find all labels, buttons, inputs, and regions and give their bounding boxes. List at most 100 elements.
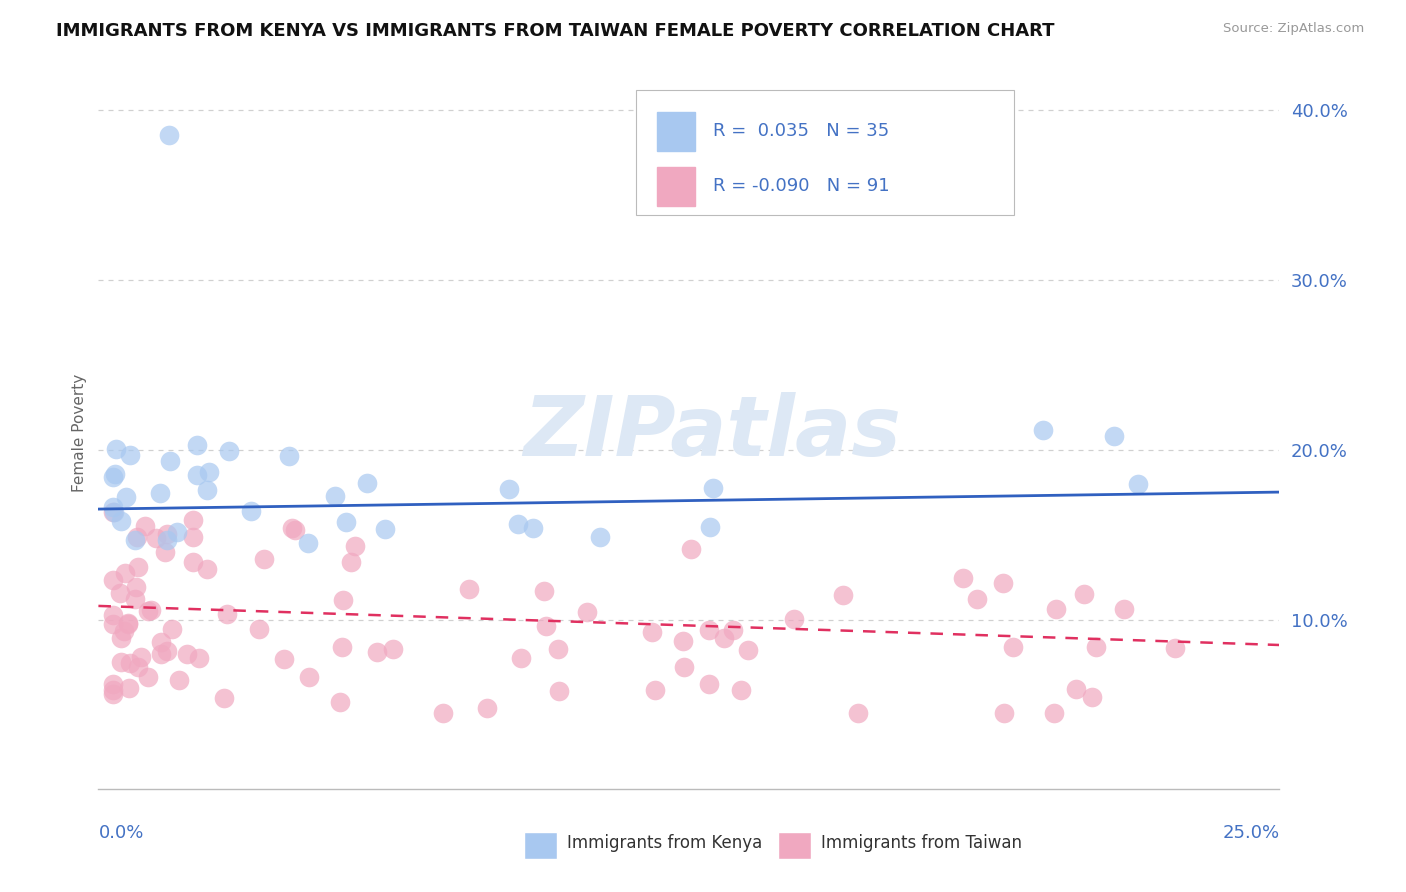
Point — [125, 580, 148, 594]
Point — [110, 632, 132, 646]
Point — [1002, 640, 1025, 654]
Point — [340, 555, 363, 569]
Point — [332, 593, 354, 607]
Point — [737, 642, 759, 657]
Text: 25.0%: 25.0% — [1222, 823, 1279, 842]
Point — [166, 524, 188, 539]
Point — [323, 489, 346, 503]
Point — [127, 560, 149, 574]
Point — [1064, 682, 1087, 697]
Point — [145, 531, 167, 545]
Text: 0.0%: 0.0% — [98, 823, 143, 842]
Point — [366, 645, 388, 659]
Point — [139, 603, 162, 617]
Point — [101, 573, 124, 587]
Point — [723, 623, 745, 637]
Point — [195, 483, 218, 498]
Text: Immigrants from Taiwan: Immigrants from Taiwan — [821, 834, 1022, 852]
Point — [533, 584, 555, 599]
Point — [1045, 602, 1067, 616]
Point — [1114, 602, 1136, 616]
Point — [284, 523, 307, 537]
Point — [118, 681, 141, 696]
Point — [195, 562, 218, 576]
Point — [118, 449, 141, 463]
Point — [846, 706, 869, 720]
Point — [127, 660, 149, 674]
Point — [117, 615, 139, 630]
Point — [1126, 477, 1149, 491]
FancyBboxPatch shape — [657, 112, 695, 151]
Point — [697, 677, 720, 691]
Point — [101, 607, 124, 622]
Point — [115, 490, 138, 504]
Point — [679, 542, 702, 557]
Point — [198, 465, 221, 479]
Point — [114, 566, 136, 580]
Point — [477, 700, 499, 714]
Point — [1043, 706, 1066, 720]
Point — [149, 647, 172, 661]
Point — [699, 520, 721, 534]
Text: IMMIGRANTS FROM KENYA VS IMMIGRANTS FROM TAIWAN FEMALE POVERTY CORRELATION CHART: IMMIGRANTS FROM KENYA VS IMMIGRANTS FROM… — [56, 22, 1054, 40]
Point — [118, 656, 141, 670]
Point — [160, 622, 183, 636]
Point — [104, 467, 127, 481]
Point — [105, 442, 128, 457]
Point — [159, 454, 181, 468]
Point — [181, 530, 204, 544]
Point — [506, 517, 529, 532]
Point — [329, 695, 352, 709]
Point — [1084, 640, 1107, 654]
Point — [117, 616, 139, 631]
Point — [176, 647, 198, 661]
Point — [498, 482, 520, 496]
Point — [993, 706, 1015, 720]
Point — [101, 505, 124, 519]
Point — [641, 625, 664, 640]
Point — [382, 642, 405, 657]
Point — [952, 571, 974, 585]
FancyBboxPatch shape — [778, 831, 811, 859]
Text: ZIPatlas: ZIPatlas — [523, 392, 901, 473]
Point — [186, 437, 208, 451]
Point — [218, 443, 240, 458]
Point — [298, 670, 321, 684]
FancyBboxPatch shape — [523, 831, 557, 859]
Point — [281, 521, 304, 535]
Point — [547, 642, 569, 657]
Point — [1081, 690, 1104, 705]
Text: R =  0.035   N = 35: R = 0.035 N = 35 — [713, 122, 889, 140]
Point — [356, 476, 378, 491]
Point — [278, 450, 301, 464]
Point — [124, 591, 146, 606]
FancyBboxPatch shape — [636, 90, 1014, 215]
Point — [1073, 587, 1095, 601]
Point — [253, 552, 276, 566]
Point — [831, 588, 853, 602]
Point — [966, 591, 988, 606]
Point — [187, 650, 209, 665]
Point — [157, 128, 180, 143]
Point — [247, 622, 270, 636]
Point — [101, 470, 124, 484]
Point — [110, 655, 132, 669]
Point — [186, 467, 208, 482]
Point — [713, 631, 735, 645]
Text: R = -0.090   N = 91: R = -0.090 N = 91 — [713, 178, 889, 195]
Point — [730, 682, 752, 697]
Point — [134, 519, 156, 533]
Point — [343, 539, 366, 553]
Text: Source: ZipAtlas.com: Source: ZipAtlas.com — [1223, 22, 1364, 36]
Point — [589, 530, 612, 544]
Point — [991, 576, 1014, 591]
Point — [273, 652, 295, 666]
Point — [215, 607, 238, 621]
Point — [432, 706, 454, 720]
Point — [155, 527, 177, 541]
Point — [672, 660, 695, 674]
Point — [110, 586, 132, 600]
Point — [169, 673, 191, 687]
Point — [575, 605, 598, 619]
Point — [136, 604, 159, 618]
